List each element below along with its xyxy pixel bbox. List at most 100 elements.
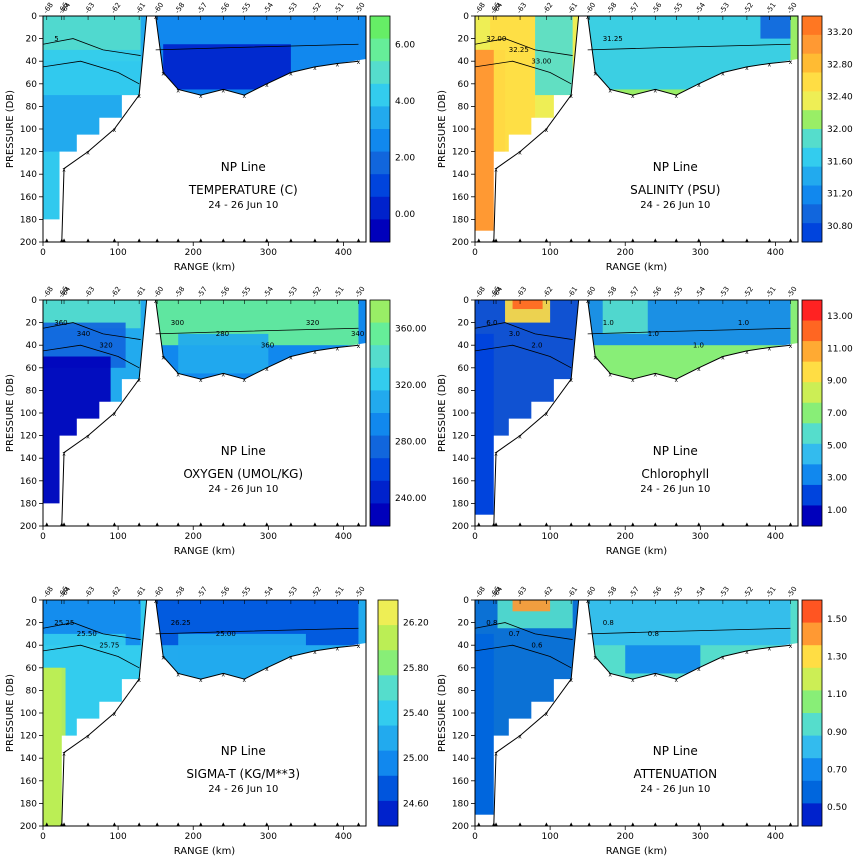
station-label: -60 [584, 1, 597, 15]
colorbar-label: 3.00 [827, 474, 847, 484]
chart-subtitle: 24 - 26 Jun 10 [208, 784, 278, 795]
field-block [625, 645, 701, 674]
colorbar-swatch [370, 435, 390, 459]
station-bottom-marker: ▲ [243, 237, 247, 242]
station-marker: x [545, 127, 549, 134]
station-label: -53 [718, 585, 731, 599]
station-bottom-marker: ▲ [631, 521, 635, 526]
colorbar-swatch [802, 803, 822, 827]
station-label: -62 [541, 585, 554, 599]
field-block [602, 300, 648, 334]
station-label: -53 [286, 585, 299, 599]
contour-label: 32.25 [509, 46, 529, 54]
x-axis-label: RANGE (km) [606, 546, 668, 557]
section-line-label: NP Line [221, 160, 266, 174]
station-marker: x [745, 65, 749, 72]
station-bottom-marker: ▲ [313, 237, 317, 242]
plot-area: x x x x x x x x x x x x x x x x 5 [43, 16, 366, 242]
contour-label: 31.25 [603, 35, 623, 43]
y-tick-label: 20 [458, 619, 470, 629]
station-label: -54 [694, 1, 707, 15]
station-bottom-marker: ▲ [768, 521, 772, 526]
y-tick-label: 80 [26, 102, 38, 112]
station-bottom-marker: ▲ [768, 237, 772, 242]
colorbar-label: 13.00 [827, 312, 853, 322]
station-label: -52 [742, 585, 755, 599]
station-label: -60 [584, 585, 597, 599]
station-marker: x [357, 643, 361, 650]
station-marker: x [545, 711, 549, 718]
colorbar-frame [369, 15, 391, 243]
station-marker: x [60, 524, 64, 531]
y-tick-label: 80 [458, 386, 470, 396]
station-marker: x [176, 87, 180, 94]
station-bottom-marker: ▲ [519, 521, 523, 526]
station-bottom-marker: ▲ [654, 521, 658, 526]
contour-label: 25.25 [54, 619, 74, 627]
station-bottom-marker: ▲ [87, 237, 91, 242]
colorbar-swatch [370, 345, 390, 369]
station-label: -61 [566, 585, 579, 599]
y-tick-label: 180 [20, 499, 37, 509]
colorbar-swatch [802, 622, 822, 646]
colorbar-label: 26.20 [403, 619, 429, 629]
colorbar-label: 24.60 [403, 799, 429, 809]
station-marker: x [768, 345, 772, 352]
station-label: -50 [786, 585, 799, 599]
station-bottom-marker: ▲ [631, 821, 635, 826]
station-label: -58 [605, 585, 618, 599]
y-tick-label: 120 [452, 432, 469, 442]
contour-line [475, 38, 573, 56]
chart-title: Chlorophyll [641, 467, 709, 481]
x-tick-label: 200 [185, 248, 202, 258]
station-marker: x [86, 434, 90, 441]
station-bottom-marker: ▲ [177, 821, 181, 826]
station-label: -55 [671, 1, 684, 15]
station-marker: x [492, 824, 496, 831]
station-marker: x [154, 598, 158, 605]
colorbar-swatch [802, 484, 822, 506]
station-label: -63 [515, 285, 528, 299]
station-bottom-marker: ▲ [222, 821, 226, 826]
station-marker: x [113, 711, 117, 718]
x-axis-label: RANGE (km) [174, 262, 236, 273]
station-marker: x [199, 377, 203, 384]
colorbar-swatch [370, 61, 390, 85]
x-tick-label: 0 [472, 248, 478, 258]
station-bottom-marker: ▲ [789, 237, 793, 242]
y-tick-label: 180 [452, 499, 469, 509]
colorbar-swatch [802, 34, 822, 55]
y-tick-label: 100 [452, 709, 469, 719]
station-marker: x [62, 751, 66, 758]
x-tick-label: 100 [110, 532, 127, 542]
station-marker: x [631, 677, 635, 684]
station-marker: x [494, 451, 498, 458]
station-marker: x [518, 734, 522, 741]
station-bottom-marker: ▲ [138, 821, 142, 826]
colorbar-frame [801, 299, 823, 527]
x-tick-label: 400 [335, 532, 352, 542]
colorbar-label: 1.00 [827, 506, 847, 516]
station-bottom-marker: ▲ [156, 821, 160, 826]
colorbar-swatch [802, 300, 822, 322]
station-marker: x [586, 14, 590, 21]
y-tick-label: 140 [20, 170, 37, 180]
station-marker: x [653, 671, 657, 678]
y-tick-label: 160 [452, 477, 469, 487]
station-bottom-marker: ▲ [113, 521, 117, 526]
colorbar-swatch [802, 110, 822, 130]
field-block [760, 16, 791, 39]
station-bottom-marker: ▲ [545, 521, 549, 526]
y-tick-label: 200 [452, 822, 469, 832]
station-bottom-marker: ▲ [494, 237, 498, 242]
y-axis-label: PRESSURE (DB) [5, 374, 16, 452]
y-tick-label: 160 [20, 777, 37, 787]
station-bottom-marker: ▲ [745, 821, 749, 826]
y-axis-label: PRESSURE (DB) [5, 674, 16, 752]
bottom-profile-east [587, 600, 791, 680]
colorbar-swatch [370, 503, 390, 527]
colorbar-swatch [370, 38, 390, 62]
station-label: -60 [152, 585, 165, 599]
colorbar-label: 0.50 [827, 803, 847, 813]
